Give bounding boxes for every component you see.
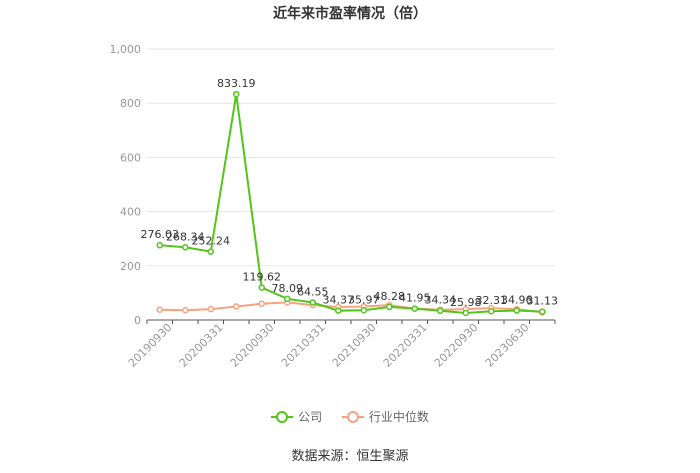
- data-source: 数据来源：恒生聚源: [291, 449, 409, 464]
- company-point: [207, 248, 214, 255]
- industry-median-point: [258, 300, 265, 307]
- company-point: [182, 244, 189, 251]
- chart-title: 近年来市盈率情况（倍）: [273, 6, 427, 22]
- x-tick-label: 20220331: [381, 321, 430, 370]
- company-data-label: 32.31: [476, 294, 508, 307]
- x-tick-label: 20220930: [432, 321, 481, 370]
- company-data-label: 25.98: [450, 296, 482, 309]
- company-data-label: 64.55: [297, 286, 329, 299]
- company-point: [258, 284, 265, 291]
- x-tick-label: 20230630: [483, 321, 532, 370]
- company-data-label: 268.34: [166, 230, 205, 243]
- company-data-label: 34.37: [323, 294, 355, 307]
- industry-median-point: [182, 306, 189, 314]
- company-data-label: 35.97: [348, 293, 380, 306]
- y-tick-label: 0: [134, 314, 141, 327]
- company-data-label: 34.34: [425, 294, 457, 307]
- company-point: [233, 90, 240, 98]
- company-data-label: 833.19: [217, 77, 256, 90]
- company-point: [539, 308, 546, 315]
- legend-item-company[interactable]: 公司: [271, 408, 322, 425]
- company-point: [284, 295, 291, 303]
- company-point: [156, 241, 163, 249]
- company-data-label: 34.96: [501, 294, 533, 307]
- company-data-label: 78.09: [272, 282, 304, 295]
- company-data-label: 41.95: [399, 292, 431, 305]
- company-point: [411, 305, 418, 312]
- legend-industry-line-icon: [341, 410, 364, 423]
- company-data-label: 276.03: [141, 228, 180, 241]
- company-data-label: 48.28: [374, 290, 406, 303]
- x-tick-label: 20190930: [126, 321, 175, 370]
- company-point: [513, 307, 520, 314]
- legend-item-industry-median[interactable]: 行业中位数: [341, 408, 429, 425]
- series-line-industry-median: [159, 301, 543, 314]
- legend: 公司 行业中位数: [0, 408, 700, 426]
- company-data-label: 31.13: [527, 295, 559, 308]
- industry-median-point: [207, 305, 214, 313]
- legend-company-label: 公司: [298, 410, 323, 424]
- series-line-company: [159, 94, 543, 314]
- industry-median-point: [156, 306, 163, 313]
- y-tick-label: 400: [120, 206, 141, 219]
- x-tick-label: 20210930: [330, 321, 379, 370]
- company-point: [309, 299, 316, 306]
- company-data-label: 119.62: [243, 271, 282, 284]
- y-tick-label: 200: [120, 260, 141, 273]
- company-point: [437, 307, 444, 314]
- legend-industry-median-label: 行业中位数: [368, 410, 429, 424]
- company-point: [462, 309, 469, 317]
- company-data-label: 252.24: [192, 235, 231, 248]
- x-tick-label: 20200331: [177, 321, 226, 370]
- legend-company-line-icon: [271, 410, 294, 423]
- y-tick-label: 600: [120, 151, 141, 164]
- chart-plot: 0 200 400 600 800 1,000 20190930 20200331 202009…: [110, 43, 559, 370]
- x-tick-label: 20210331: [279, 321, 328, 370]
- y-tick-label: 800: [120, 97, 141, 110]
- x-tick-label: 20200930: [228, 321, 277, 370]
- company-point: [488, 307, 495, 315]
- industry-median-point: [233, 303, 240, 310]
- company-point: [335, 307, 342, 314]
- company-point: [360, 307, 367, 314]
- company-point: [386, 303, 393, 311]
- y-tick-label: 1,000: [110, 43, 142, 56]
